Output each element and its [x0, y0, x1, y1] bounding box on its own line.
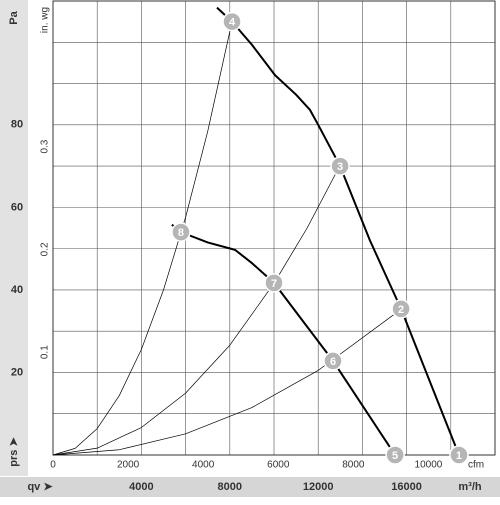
y-label: Pa: [8, 10, 20, 24]
x-tick-label: 12000: [303, 481, 334, 493]
point-label: 5: [392, 450, 398, 462]
fan-curve: [171, 223, 396, 456]
operating-point: [222, 11, 242, 32]
system-curve: [52, 21, 233, 456]
x2-tick-label: 0: [50, 460, 56, 471]
point-label: 3: [337, 161, 343, 173]
y-tick-label: 80: [11, 119, 23, 131]
point-label: 4: [229, 17, 236, 29]
x2-tick-label: 4000: [192, 460, 215, 471]
x2-unit: cfm: [468, 460, 484, 471]
y-band: [0, 0, 28, 476]
y-tick-label: 20: [11, 366, 23, 378]
point-label: 6: [330, 356, 336, 368]
y2-tick-label: 0.3: [40, 139, 51, 153]
operating-point: [323, 351, 343, 371]
point-label: 7: [271, 278, 277, 290]
system-curve: [52, 165, 341, 456]
point-label: 2: [398, 304, 404, 316]
y2-tick-label: 0.1: [40, 345, 51, 359]
operating-point: [330, 156, 350, 176]
plot-frame: [52, 0, 496, 456]
x-band: [0, 477, 500, 497]
operating-point: [171, 222, 191, 242]
x-tick-label: 16000: [391, 481, 422, 493]
x2-tick-label: 6000: [267, 460, 290, 471]
operating-point: [449, 445, 469, 465]
y-symbol: prs ➤: [8, 437, 20, 467]
operating-point: [391, 299, 411, 319]
y2-tick-label: 0.2: [40, 242, 51, 256]
x-tick-label: 8000: [218, 481, 242, 493]
y-tick-label: 40: [11, 284, 23, 296]
x-tick-label: 4000: [129, 481, 153, 493]
operating-point: [264, 273, 284, 293]
point-label: 8: [178, 227, 184, 239]
point-label: 1: [456, 450, 462, 462]
y2-label: in. wg: [40, 7, 51, 33]
x2-tick-label: 8000: [342, 460, 365, 471]
operating-point: [385, 445, 405, 465]
fan-curve: [216, 6, 460, 456]
x2-tick-label: 2000: [117, 460, 140, 471]
x-unit: m³/h: [458, 481, 482, 493]
x2-tick-label: 10000: [415, 460, 443, 471]
x-label: qv ➤: [27, 481, 53, 493]
y-tick-label: 60: [11, 201, 23, 213]
